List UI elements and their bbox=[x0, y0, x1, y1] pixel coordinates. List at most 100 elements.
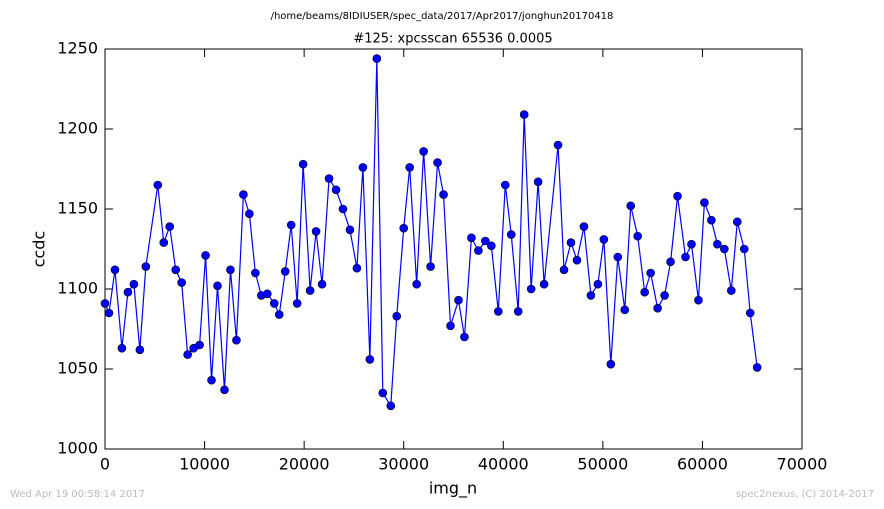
data-point bbox=[239, 190, 248, 199]
suptitle: /home/beams/8IDIUSER/spec_data/2017/Apr2… bbox=[271, 11, 614, 22]
data-point bbox=[732, 217, 742, 227]
data-point bbox=[100, 299, 110, 308]
data-point bbox=[653, 303, 662, 313]
data-point bbox=[405, 163, 414, 172]
data-point bbox=[311, 227, 321, 236]
data-point bbox=[720, 244, 729, 254]
data-point bbox=[572, 255, 582, 265]
data-point bbox=[135, 345, 145, 355]
data-point bbox=[399, 223, 409, 233]
data-point bbox=[673, 191, 682, 201]
data-point bbox=[646, 268, 655, 278]
data-point bbox=[666, 257, 675, 267]
data-point bbox=[707, 215, 716, 225]
data-point bbox=[232, 335, 241, 345]
data-point bbox=[378, 388, 388, 398]
data-point bbox=[207, 375, 216, 385]
data-point bbox=[687, 239, 696, 249]
data-point bbox=[226, 265, 235, 275]
data-point bbox=[117, 343, 127, 353]
data-point bbox=[446, 321, 455, 331]
data-point bbox=[412, 279, 421, 289]
data-point bbox=[566, 238, 576, 247]
data-point bbox=[640, 287, 649, 297]
data-point bbox=[245, 209, 254, 219]
y-tick-label: 1150 bbox=[57, 199, 98, 218]
data-point bbox=[345, 225, 355, 235]
data-point bbox=[579, 222, 589, 231]
data-point bbox=[559, 265, 569, 275]
data-point bbox=[533, 177, 543, 187]
data-point bbox=[713, 239, 722, 249]
x-tick-label: 40000 bbox=[478, 455, 529, 474]
data-point bbox=[110, 265, 120, 275]
data-point bbox=[177, 278, 186, 287]
data-point bbox=[123, 287, 133, 297]
data-point bbox=[298, 159, 308, 169]
data-point bbox=[331, 185, 341, 195]
data-point bbox=[317, 279, 327, 289]
data-point bbox=[539, 279, 549, 289]
series-line bbox=[104, 58, 758, 408]
data-point bbox=[426, 262, 435, 271]
data-point bbox=[365, 355, 375, 364]
data-point bbox=[171, 265, 180, 275]
data-point bbox=[251, 268, 260, 278]
data-point bbox=[159, 238, 169, 247]
data-point bbox=[165, 222, 175, 231]
y-tick-label: 1100 bbox=[57, 279, 98, 298]
x-tick-label: 60000 bbox=[677, 455, 728, 474]
data-point bbox=[519, 110, 529, 119]
data-point bbox=[386, 401, 396, 411]
data-point bbox=[460, 332, 469, 342]
data-point bbox=[739, 244, 749, 254]
x-axis-label: img_n bbox=[429, 479, 477, 499]
data-point bbox=[439, 190, 448, 199]
data-point bbox=[727, 286, 736, 295]
x-tick-label: 50000 bbox=[577, 455, 628, 474]
data-point bbox=[129, 279, 139, 289]
data-point bbox=[599, 235, 609, 244]
data-point bbox=[752, 363, 762, 372]
x-tick-label: 30000 bbox=[378, 455, 429, 474]
data-point bbox=[700, 198, 709, 207]
data-point bbox=[338, 204, 348, 214]
x-tick-label: 70000 bbox=[777, 455, 828, 474]
data-point bbox=[454, 295, 463, 305]
y-tick-label: 1050 bbox=[57, 359, 98, 378]
data-point bbox=[324, 174, 334, 183]
data-point bbox=[274, 310, 284, 319]
data-point bbox=[104, 308, 114, 318]
data-point bbox=[613, 252, 623, 262]
data-point bbox=[372, 54, 382, 63]
y-axis-label: ccdc bbox=[30, 231, 49, 268]
data-point bbox=[292, 299, 302, 308]
data-point bbox=[626, 201, 636, 211]
data-point bbox=[745, 308, 755, 318]
x-tick-label: 10000 bbox=[179, 455, 230, 474]
chart-title: #125: xpcsscan 65536 0.0005 bbox=[353, 32, 552, 47]
data-point bbox=[220, 385, 229, 395]
data-point bbox=[419, 147, 428, 156]
data-point bbox=[660, 291, 669, 300]
data-point bbox=[269, 299, 279, 308]
data-point bbox=[506, 230, 516, 239]
data-point bbox=[467, 233, 476, 243]
data-point bbox=[474, 246, 483, 255]
data-point bbox=[286, 220, 296, 230]
x-tick-label: 20000 bbox=[279, 455, 330, 474]
data-point bbox=[553, 140, 563, 150]
y-tick-label: 1250 bbox=[57, 39, 98, 58]
data-point bbox=[526, 284, 536, 294]
data-point bbox=[195, 340, 204, 350]
data-point bbox=[513, 307, 523, 316]
data-point bbox=[352, 263, 362, 273]
footer-left: Wed Apr 19 00:58:14 2017 bbox=[10, 489, 145, 500]
data-point bbox=[201, 251, 210, 260]
footer-right: spec2nexus, (C) 2014-2017 bbox=[736, 489, 874, 500]
data-point bbox=[487, 241, 496, 251]
plot-frame bbox=[104, 48, 803, 450]
data-point bbox=[358, 163, 368, 172]
data-point bbox=[620, 305, 630, 315]
